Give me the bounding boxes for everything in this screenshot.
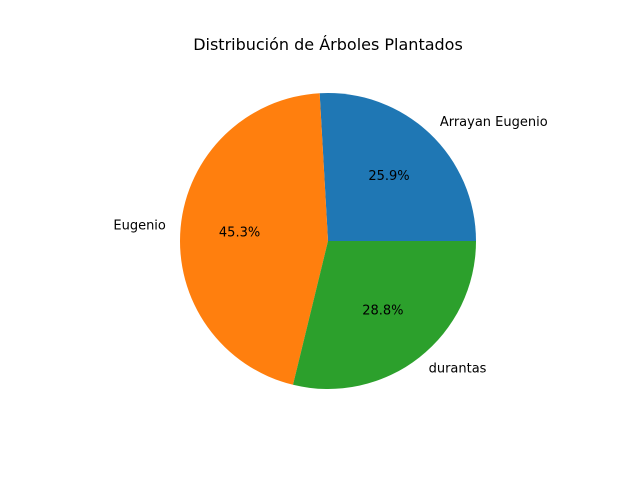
pie-slice-2	[179, 93, 328, 385]
pie-slices	[179, 93, 476, 389]
pie-slice-3	[292, 241, 476, 389]
slice-percent-3: 28.8%	[362, 303, 403, 318]
slice-label-3: durantas	[429, 362, 487, 377]
slice-label-2: Eugenio	[113, 219, 166, 234]
pie-labels: Arrayan Eugenio 25.9% Eugenio 45.3% durantas…	[113, 115, 547, 376]
slice-percent-2: 45.3%	[219, 225, 260, 240]
slice-percent-1: 25.9%	[368, 169, 409, 184]
chart-title: Distribución de Árboles Plantados	[193, 35, 463, 54]
pie-slice-1	[319, 93, 476, 241]
slice-label-1: Arrayan Eugenio	[440, 115, 548, 130]
